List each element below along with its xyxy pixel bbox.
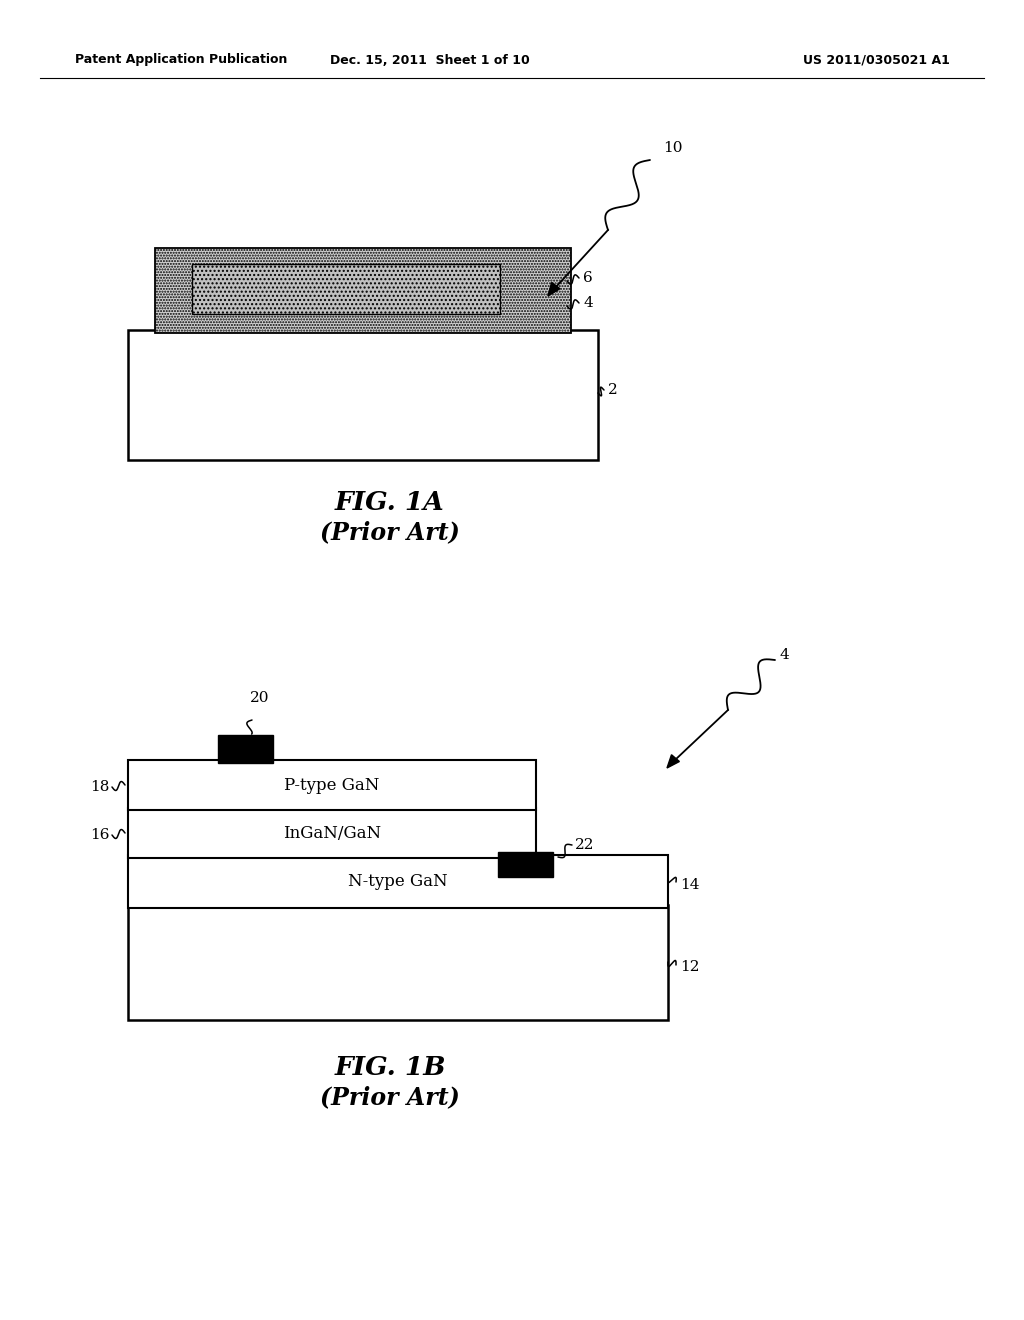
Text: P-type GaN: P-type GaN (285, 776, 380, 793)
Text: 20: 20 (250, 690, 269, 705)
Bar (193, 264, 500, 314)
Text: 18: 18 (91, 780, 110, 795)
Text: 4: 4 (780, 648, 790, 663)
Text: 2: 2 (608, 383, 617, 397)
Text: 12: 12 (680, 960, 699, 974)
Text: InGaN/GaN: InGaN/GaN (283, 825, 381, 842)
Bar (155, 248, 571, 333)
Text: 14: 14 (680, 878, 699, 892)
Bar (128, 760, 536, 810)
Text: Dec. 15, 2011  Sheet 1 of 10: Dec. 15, 2011 Sheet 1 of 10 (330, 54, 529, 66)
Bar (128, 808, 536, 858)
Bar (128, 906, 668, 1020)
Bar (218, 735, 273, 763)
Text: (Prior Art): (Prior Art) (321, 520, 460, 544)
Text: US 2011/0305021 A1: US 2011/0305021 A1 (803, 54, 950, 66)
Bar (498, 851, 553, 876)
Text: 10: 10 (663, 141, 683, 154)
Text: 4: 4 (583, 296, 593, 310)
Polygon shape (548, 282, 560, 296)
Text: N-type GaN: N-type GaN (348, 873, 447, 890)
Text: 6: 6 (583, 271, 593, 285)
Bar (128, 855, 668, 908)
Text: 22: 22 (575, 838, 595, 851)
Text: FIG. 1A: FIG. 1A (335, 490, 444, 515)
Text: (Prior Art): (Prior Art) (321, 1085, 460, 1109)
Polygon shape (667, 755, 679, 768)
Text: Patent Application Publication: Patent Application Publication (75, 54, 288, 66)
Bar (128, 330, 598, 459)
Text: FIG. 1B: FIG. 1B (334, 1055, 445, 1080)
Text: 16: 16 (90, 828, 110, 842)
